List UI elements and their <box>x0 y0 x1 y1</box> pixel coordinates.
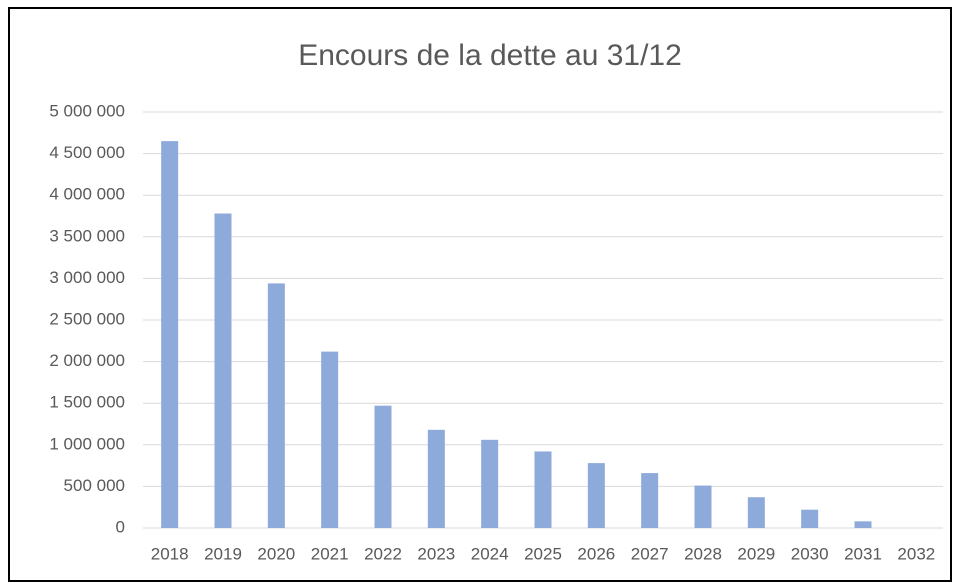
bar <box>374 405 392 528</box>
bar <box>161 141 179 528</box>
y-tick-label: 4 500 000 <box>49 143 125 162</box>
x-tick-label: 2027 <box>631 544 669 563</box>
bar <box>534 451 552 528</box>
x-tick-label: 2019 <box>204 544 242 563</box>
x-tick-label: 2032 <box>897 544 935 563</box>
bar <box>801 509 819 528</box>
y-tick-label: 2 500 000 <box>49 309 125 328</box>
y-tick-label: 3 000 000 <box>49 268 125 287</box>
y-tick-label: 1 500 000 <box>49 393 125 412</box>
y-tick-label: 5 000 000 <box>49 101 125 120</box>
x-tick-label: 2023 <box>417 544 455 563</box>
x-tick-label: 2026 <box>577 544 615 563</box>
x-tick-label: 2020 <box>257 544 295 563</box>
bar <box>854 521 872 528</box>
y-tick-label: 1 000 000 <box>49 434 125 453</box>
bar <box>747 497 765 528</box>
x-tick-label: 2030 <box>791 544 829 563</box>
x-tick-label: 2022 <box>364 544 402 563</box>
chart-title: Encours de la dette au 31/12 <box>298 39 682 72</box>
bar <box>694 485 712 528</box>
chart-frame <box>8 7 952 582</box>
x-tick-label: 2018 <box>151 544 189 563</box>
y-tick-label: 3 500 000 <box>49 226 125 245</box>
x-tick-label: 2024 <box>471 544 509 563</box>
y-tick-label: 2 000 000 <box>49 351 125 370</box>
x-tick-label: 2021 <box>311 544 349 563</box>
bar <box>427 429 445 528</box>
bar <box>587 463 605 528</box>
bar <box>481 439 499 528</box>
bar <box>641 473 659 528</box>
x-tick-label: 2031 <box>844 544 882 563</box>
x-tick-label: 2025 <box>524 544 562 563</box>
bar <box>321 351 339 528</box>
x-tick-label: 2029 <box>737 544 775 563</box>
y-tick-label: 500 000 <box>64 476 125 495</box>
y-tick-label: 4 000 000 <box>49 185 125 204</box>
x-tick-label: 2028 <box>684 544 722 563</box>
y-tick-label: 0 <box>116 517 125 536</box>
bar <box>267 283 285 528</box>
bar <box>214 213 232 528</box>
